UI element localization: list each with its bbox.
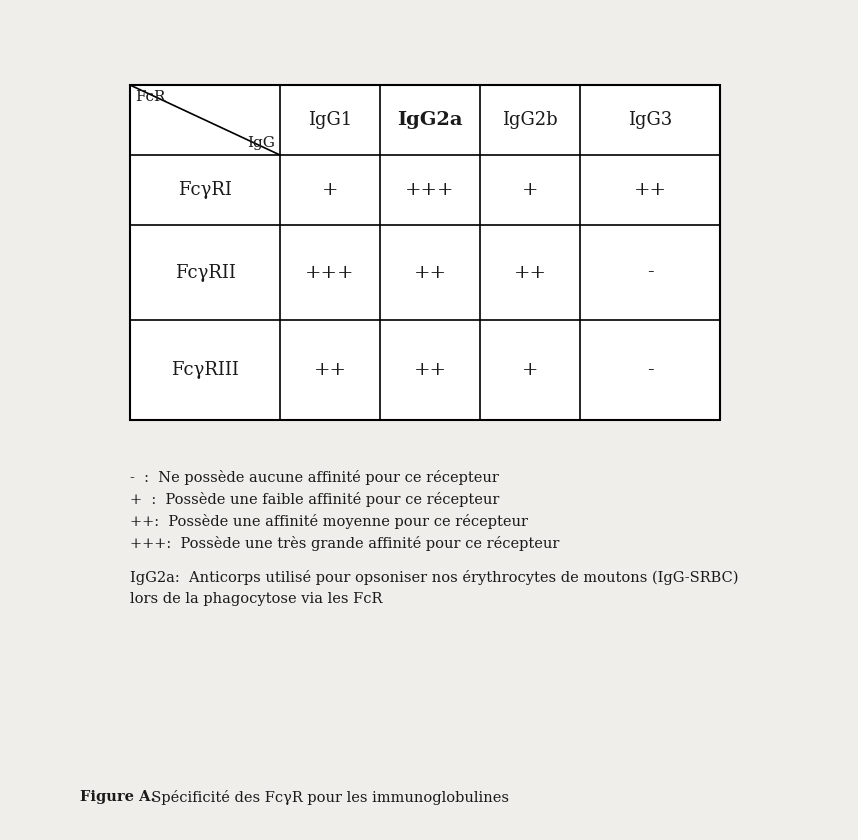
Text: +: + [322,181,338,199]
Text: ++:  Possède une affinité moyenne pour ce récepteur: ++: Possède une affinité moyenne pour ce… [130,514,528,529]
Text: ++: ++ [513,264,547,281]
Text: +++:  Possède une très grande affinité pour ce récepteur: +++: Possède une très grande affinité po… [130,536,559,551]
Text: Figure A.: Figure A. [80,790,155,804]
Text: IgG2a: IgG2a [397,111,462,129]
Text: IgG2b: IgG2b [502,111,558,129]
Text: +  :  Possède une faible affinité pour ce récepteur: + : Possède une faible affinité pour ce … [130,492,499,507]
Bar [130,85,720,420]
Text: IgG2a:  Anticorps utilisé pour opsoniser nos érythrocytes de moutons (IgG-SRBC): IgG2a: Anticorps utilisé pour opsoniser … [130,570,739,585]
Text: FcγRII: FcγRII [174,264,235,281]
Text: +++: +++ [305,264,354,281]
Text: -  :  Ne possède aucune affinité pour ce récepteur: - : Ne possède aucune affinité pour ce r… [130,470,498,485]
Text: Spécificité des FcγR pour les immunoglobulines: Spécificité des FcγR pour les immunoglob… [142,790,509,805]
Text: IgG: IgG [247,136,275,150]
Bar [130,85,720,420]
Text: ++: ++ [414,264,446,281]
Text: FcγRI: FcγRI [178,181,232,199]
Text: +: + [522,361,538,379]
Text: ++: ++ [313,361,347,379]
Text: FcR: FcR [135,90,166,104]
Text: -: - [647,264,653,281]
Text: IgG3: IgG3 [628,111,672,129]
Text: ++: ++ [633,181,667,199]
Text: IgG1: IgG1 [308,111,352,129]
Text: -: - [647,361,653,379]
Text: lors de la phagocytose via les FcR: lors de la phagocytose via les FcR [130,592,383,606]
Text: ++: ++ [414,361,446,379]
Text: FcγRIII: FcγRIII [171,361,239,379]
Text: +: + [522,181,538,199]
Text: +++: +++ [405,181,455,199]
